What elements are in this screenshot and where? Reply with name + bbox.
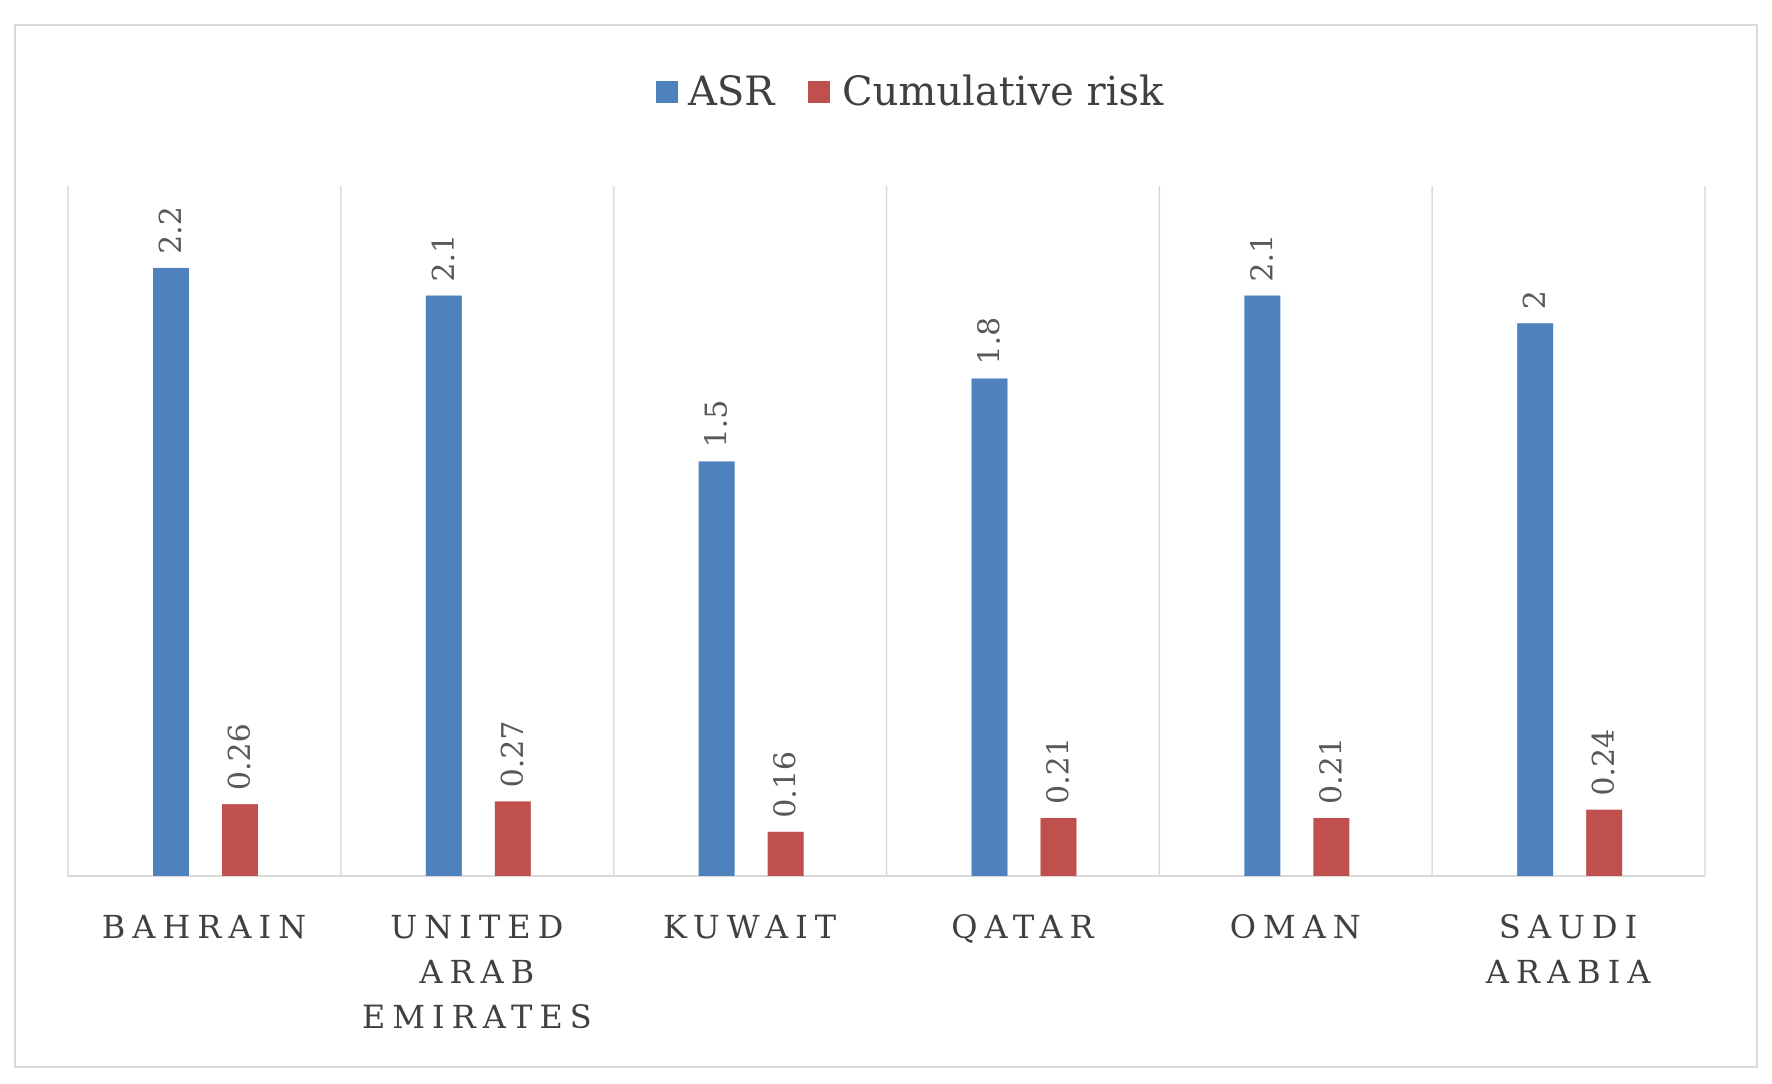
- bar-asr-kuwait: [698, 461, 735, 876]
- category-label-oman: OMAN: [1230, 908, 1368, 946]
- category-separators: [67, 186, 1706, 877]
- category-label-kuwait: KUWAIT: [663, 908, 843, 946]
- data-label-cumulative-risk-5: 0.24: [1587, 729, 1622, 796]
- category-label-line: KUWAIT: [663, 908, 843, 946]
- category-label-bahrain: BAHRAIN: [102, 908, 313, 946]
- bar-asr-saudi-arabia: [1517, 323, 1554, 876]
- legend: ASR Cumulative risk: [656, 69, 1164, 115]
- category-label-line: OMAN: [1230, 908, 1368, 946]
- data-label-asr-0: 2.2: [154, 206, 189, 254]
- bar-cumulative-risk-bahrain: [222, 804, 258, 876]
- data-label-cumulative-risk-1: 0.27: [496, 721, 531, 788]
- bar-cumulative-risk-qatar: [1040, 817, 1077, 876]
- bar-cumulative-risk-oman: [1313, 817, 1350, 876]
- data-label-cumulative-risk-3: 0.21: [1042, 737, 1077, 804]
- category-label-line: QATAR: [951, 908, 1100, 946]
- bar-asr-oman: [1244, 295, 1281, 876]
- category-label-saudi-arabia: SAUDI ARABIA: [1485, 908, 1658, 991]
- category-label-line: UNITED: [390, 908, 570, 946]
- category-label-line: EMIRATES: [362, 998, 599, 1036]
- category-label-line: BAHRAIN: [102, 908, 313, 946]
- category-label-line: ARABIA: [1485, 953, 1658, 991]
- category-label-line: ARAB: [418, 953, 541, 991]
- data-label-asr-5: 2: [1518, 290, 1553, 309]
- legend-label: ASR: [687, 69, 776, 115]
- legend-swatch: [656, 81, 678, 103]
- category-label-line: SAUDI: [1499, 908, 1644, 946]
- category-label-united-arab-emirates: UNITED ARAB EMIRATES: [362, 908, 599, 1036]
- bar-cumulative-risk-kuwait: [767, 831, 804, 876]
- data-label-cumulative-risk-2: 0.16: [769, 751, 804, 818]
- bar-asr-united-arab-emirates: [425, 295, 462, 876]
- category-labels: BAHRAIN UNITED ARAB EMIRATES KUWAIT QATAR OMAN…: [102, 908, 1658, 1036]
- data-label-cumulative-risk-0: 0.26: [223, 723, 258, 790]
- data-label-asr-2: 1.5: [700, 400, 735, 448]
- legend-item-cumulative-risk: Cumulative risk: [808, 69, 1164, 115]
- data-label-asr-4: 2.1: [1245, 234, 1280, 282]
- data-label-asr-3: 1.8: [973, 317, 1008, 365]
- bar-asr-qatar: [971, 378, 1008, 876]
- data-labels: 2.2 2.1 1.5 1.8 2.1 2 0.26 0.27 0.16 0.21 0.21 0.24: [154, 206, 1622, 818]
- bar-cumulative-risk-saudi-arabia: [1586, 809, 1623, 876]
- legend-item-asr: ASR: [656, 69, 776, 115]
- data-label-asr-1: 2.1: [427, 234, 462, 282]
- data-label-cumulative-risk-4: 0.21: [1314, 737, 1349, 804]
- bar-cumulative-risk-united-arab-emirates: [494, 801, 531, 876]
- bar-asr-bahrain: [153, 267, 189, 876]
- legend-label: Cumulative risk: [842, 69, 1164, 115]
- legend-swatch: [808, 81, 830, 103]
- category-label-qatar: QATAR: [951, 908, 1100, 946]
- bars: [153, 267, 1623, 876]
